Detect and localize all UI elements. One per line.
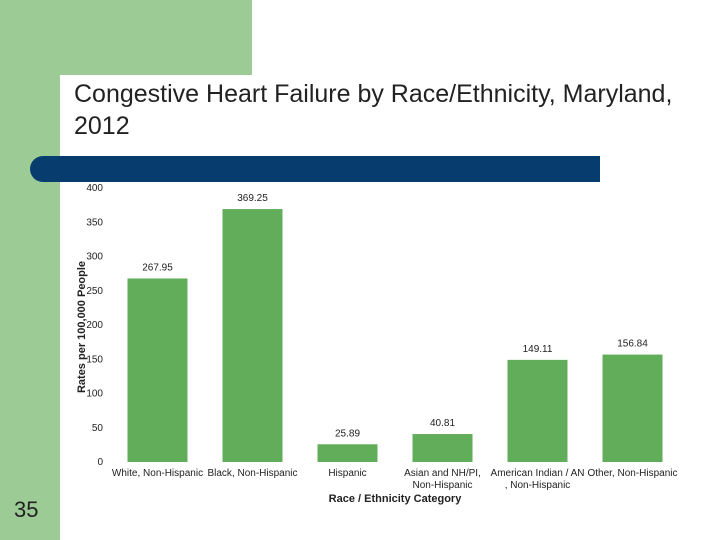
x-tick-label: Black, Non-Hispanic: [207, 468, 297, 479]
y-tick-label: 100: [86, 389, 103, 400]
x-tick-label: American Indian / AN: [491, 468, 585, 479]
y-tick-label: 350: [86, 217, 103, 228]
y-tick-label: 400: [86, 183, 103, 194]
x-tick-label: Non-Hispanic: [412, 480, 472, 491]
slide-number: 35: [14, 497, 39, 522]
left-accent-strip: [0, 0, 60, 540]
x-axis-title: Race / Ethnicity Category: [329, 493, 463, 505]
data-label: 369.25: [237, 193, 268, 204]
data-label: 149.11: [523, 344, 553, 355]
y-tick-label: 50: [92, 423, 104, 434]
data-label: 156.84: [617, 339, 648, 350]
y-axis-title: Rates per 100,000 People: [76, 261, 88, 393]
y-tick-label: 0: [97, 457, 103, 468]
x-tick-label: Asian and NH/PI,: [404, 468, 481, 479]
top-accent-block: [60, 0, 252, 75]
bar: [412, 434, 473, 462]
bar: [222, 209, 283, 462]
data-label: 267.95: [142, 262, 173, 273]
slide-title: Congestive Heart Failure by Race/Ethnici…: [74, 80, 673, 140]
x-tick-label: Other, Non-Hispanic: [587, 468, 677, 479]
y-tick-label: 300: [86, 252, 103, 263]
data-label: 25.89: [335, 428, 360, 439]
bar: [602, 354, 663, 462]
x-tick-label: White, Non-Hispanic: [112, 468, 203, 479]
y-tick-label: 150: [86, 354, 103, 365]
data-label: 40.81: [430, 418, 455, 429]
y-tick-label: 200: [86, 320, 103, 331]
y-tick-label: 250: [86, 286, 103, 297]
x-tick-label: Hispanic: [328, 468, 366, 479]
title-underline-bar: [30, 156, 600, 182]
bar: [507, 359, 568, 462]
x-tick-label: , Non-Hispanic: [505, 480, 571, 491]
bar: [317, 444, 378, 462]
bar: [127, 278, 188, 462]
